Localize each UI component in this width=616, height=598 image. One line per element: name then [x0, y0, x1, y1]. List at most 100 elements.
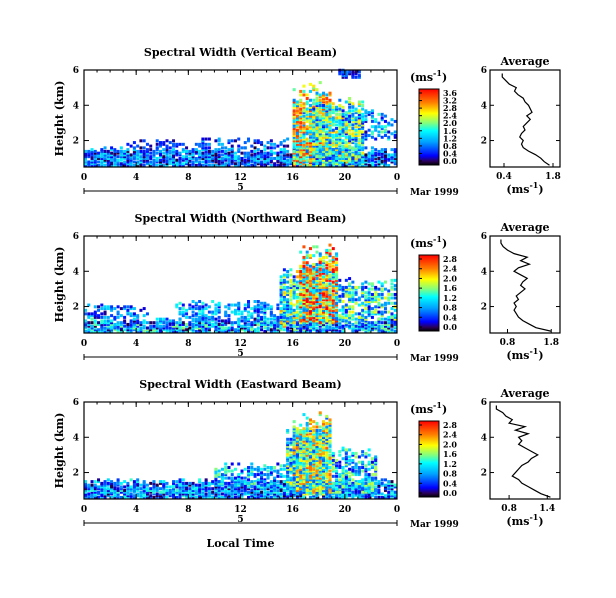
heatmap-cell	[181, 164, 185, 167]
heatmap-cell	[230, 151, 234, 155]
heatmap-cell	[243, 307, 247, 311]
heatmap-cell	[299, 310, 303, 314]
heatmap-cell	[331, 298, 335, 302]
heatmap-cell	[315, 266, 319, 270]
heatmap-cell	[348, 326, 352, 330]
heatmap-cell	[220, 487, 224, 491]
heatmap-cell	[312, 156, 316, 160]
heatmap-cell	[175, 483, 179, 487]
heatmap-cell	[126, 142, 130, 146]
heatmap-cell	[351, 298, 355, 302]
heatmap-cell	[308, 301, 312, 305]
heatmap-cell	[165, 155, 169, 159]
heatmap-cell	[341, 312, 345, 316]
heatmap-cell	[178, 492, 182, 496]
heatmap-cell	[335, 294, 339, 298]
heatmap-cell	[374, 308, 378, 312]
heatmap-cell	[370, 315, 374, 319]
heatmap-cell	[338, 153, 342, 157]
heatmap-cell	[247, 474, 251, 478]
heatmap-cell	[292, 139, 296, 143]
heatmap-cell	[302, 330, 306, 333]
heatmap-cell	[354, 285, 358, 289]
heatmap-cell	[136, 483, 140, 487]
heatmap-cell	[308, 114, 312, 118]
heatmap-cell	[250, 156, 254, 160]
heatmap-cell	[158, 324, 162, 328]
heatmap-cell	[387, 490, 391, 494]
heatmap-cell	[276, 158, 280, 162]
heatmap-cell	[331, 247, 335, 251]
heatmap-cell	[364, 132, 368, 136]
heatmap-cell	[194, 488, 198, 492]
heatmap-cell	[188, 315, 192, 319]
heatmap-cell	[374, 496, 378, 499]
heatmap-cell	[136, 144, 140, 148]
heatmap-cell	[185, 324, 189, 328]
heatmap-cell	[198, 155, 202, 159]
heatmap-cell	[299, 322, 303, 326]
heatmap-cell	[240, 160, 244, 164]
heatmap-cell	[338, 494, 342, 498]
heatmap-cell	[328, 139, 332, 143]
heatmap-cell	[224, 162, 228, 166]
heatmap-cell	[87, 487, 91, 491]
heatmap-cell	[240, 469, 244, 473]
heatmap-cell	[390, 317, 394, 321]
heatmap-cell	[282, 287, 286, 291]
heatmap-cell	[295, 100, 299, 104]
heatmap-cell	[325, 105, 329, 109]
heatmap-cell	[175, 160, 179, 164]
heatmap-cell	[172, 324, 176, 328]
heatmap-cell	[100, 483, 104, 487]
heatmap-cell	[129, 322, 133, 326]
heatmap-cell	[354, 75, 358, 79]
heatmap-cell	[315, 132, 319, 136]
heatmap-cell	[214, 148, 218, 152]
heatmap-cell	[315, 314, 319, 318]
heatmap-cell	[227, 496, 231, 499]
heatmap-cell	[341, 75, 345, 79]
heatmap-cell	[217, 481, 221, 485]
heatmap-cell	[162, 481, 166, 485]
heatmap-cell	[116, 305, 120, 309]
heatmap-cell	[318, 312, 322, 316]
heatmap-cell	[305, 148, 309, 152]
heatmap-cell	[351, 126, 355, 130]
heatmap-cell	[393, 119, 397, 123]
heatmap-cell	[328, 121, 332, 125]
heatmap-cell	[383, 148, 387, 152]
heatmap-cell	[299, 326, 303, 330]
heatmap-cell	[387, 494, 391, 498]
heatmap-cell	[361, 485, 365, 489]
heatmap-cell	[361, 488, 365, 492]
heatmap-cell	[263, 321, 267, 325]
heatmap-cell	[110, 319, 114, 323]
x-tick-label: 16	[286, 339, 299, 349]
heatmap-cell	[145, 149, 149, 153]
heatmap-cell	[253, 317, 257, 321]
heatmap-cell	[370, 116, 374, 120]
heatmap-cell	[315, 158, 319, 162]
colorbar-tick-label: 0.0	[443, 156, 457, 166]
heatmap-cell	[103, 305, 107, 309]
heatmap-cell	[227, 492, 231, 496]
heatmap-cell	[348, 153, 352, 157]
heatmap-cell	[390, 319, 394, 323]
heatmap-cell	[185, 162, 189, 166]
heatmap-cell	[207, 310, 211, 314]
heatmap-cell	[155, 160, 159, 164]
heatmap-cell	[282, 483, 286, 487]
heatmap-cell	[390, 301, 394, 305]
heatmap-cell	[84, 160, 87, 164]
heatmap-cell	[328, 300, 332, 304]
heatmap-cell	[256, 480, 260, 484]
heatmap-cell	[263, 307, 267, 311]
heatmap-cell	[361, 315, 365, 319]
heatmap-cell	[260, 162, 264, 166]
colorbar-tick-label: 3.2	[443, 96, 457, 106]
heatmap-cell	[318, 148, 322, 152]
heatmap-cell	[348, 291, 352, 295]
heatmap-cell	[181, 155, 185, 159]
heatmap-cell	[308, 292, 312, 296]
